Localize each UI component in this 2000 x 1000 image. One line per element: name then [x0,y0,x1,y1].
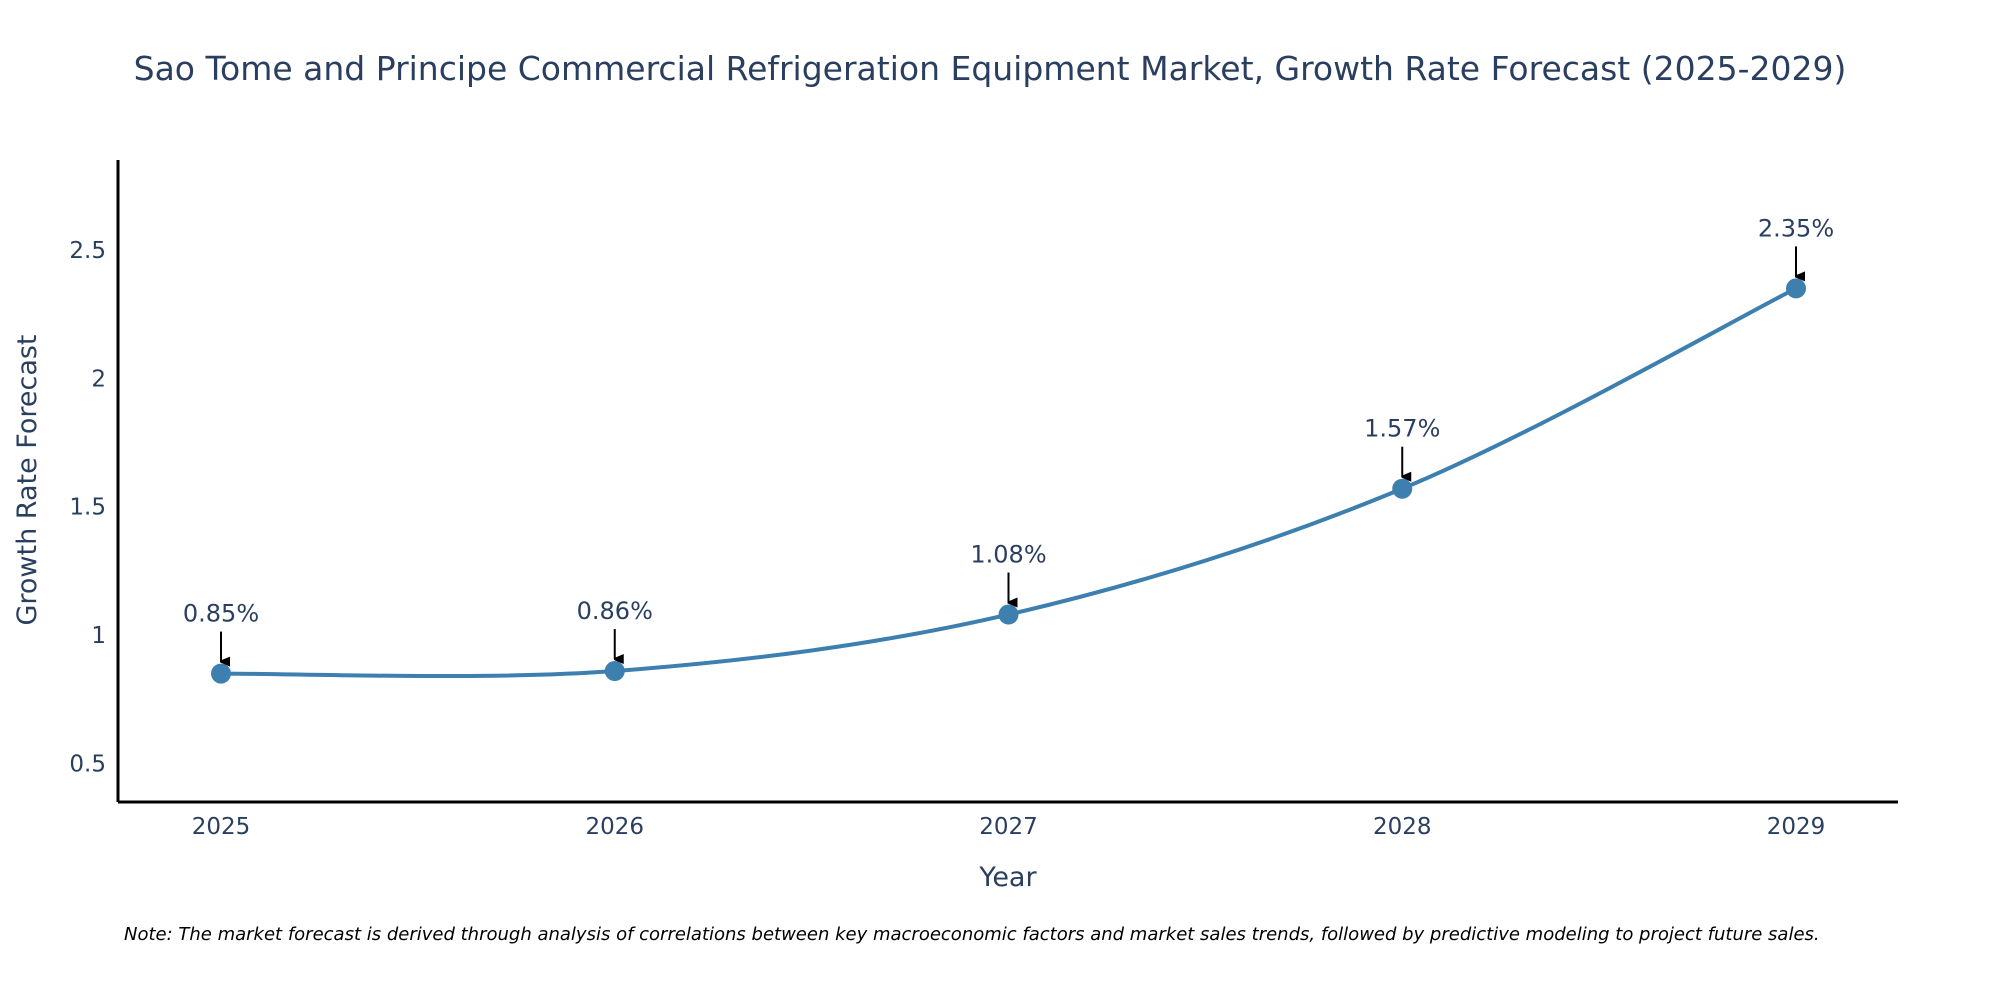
y-tick-label: 1 [91,623,106,649]
x-axis-title: Year [978,862,1037,893]
x-tick-label: 2029 [1767,814,1826,840]
series-group: 0.85% 0.86% 1.08% 1.57% 2.35% [183,214,1834,684]
y-tick-label: 2.5 [69,238,106,264]
y-axis-title: Growth Rate Forecast [12,334,43,625]
x-tick-label: 2027 [979,814,1038,840]
data-point [1392,478,1413,499]
data-label: 2.35% [1758,214,1834,242]
x-tick-label: 2028 [1373,814,1432,840]
y-tick-labels: 0.5 1 1.5 2 2.5 [69,238,106,778]
y-tick-label: 1.5 [69,495,106,521]
x-tick-label: 2025 [192,814,251,840]
data-label: 0.86% [577,597,653,625]
data-point [998,604,1019,625]
data-point [604,661,625,682]
chart-title: Sao Tome and Principe Commercial Refrige… [134,49,1847,88]
y-tick-label: 0.5 [69,751,106,777]
data-point [211,663,231,684]
data-label: 1.57% [1364,415,1440,443]
x-tick-labels: 2025 2026 2027 2028 2029 [192,814,1826,840]
y-tick-label: 2 [91,366,106,392]
data-label: 0.85% [183,600,259,628]
data-label: 1.08% [970,541,1046,569]
x-tick-label: 2026 [585,814,644,840]
footnote: Note: The market forecast is derived thr… [124,924,1820,945]
data-point [1786,278,1806,299]
axes [116,160,1898,804]
